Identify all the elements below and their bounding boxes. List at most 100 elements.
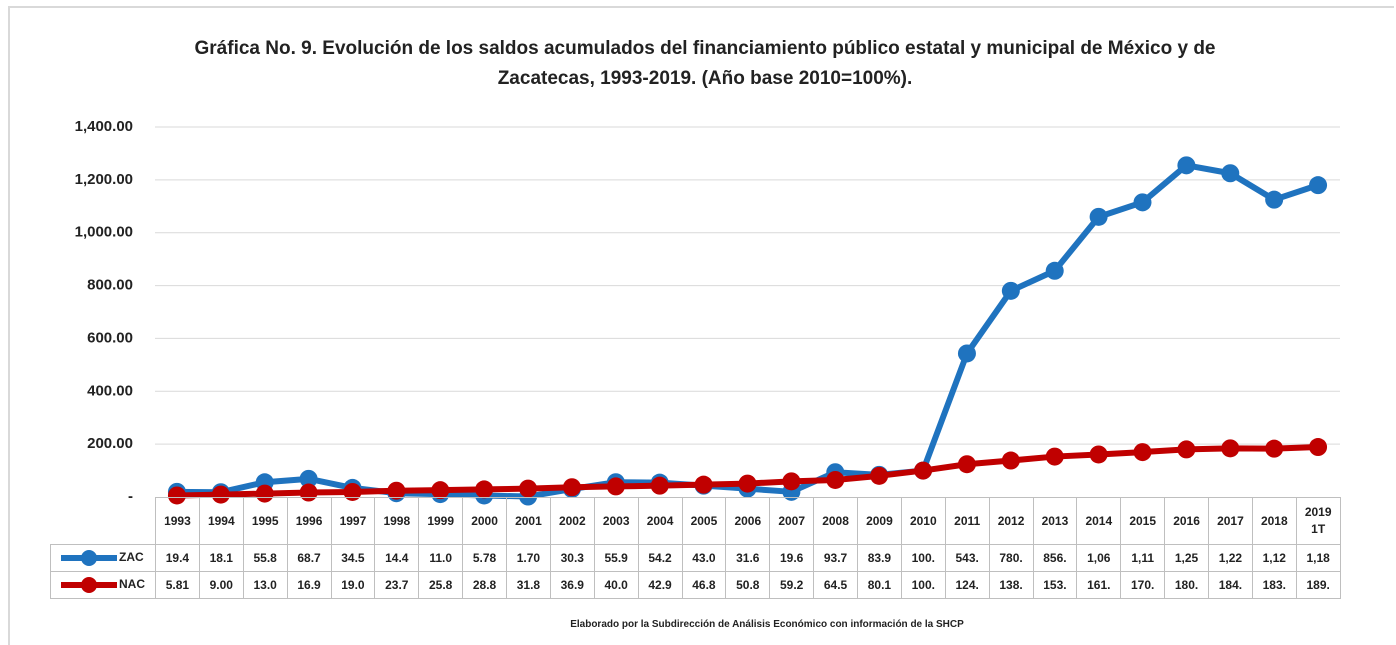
y-tick-label: 1,200.00 (75, 171, 133, 188)
point (431, 481, 450, 500)
category-label: 1999 (418, 497, 464, 545)
data-table: 1993 1994 1995 1996 1997 1998 1999 2000 2001 2002… (50, 497, 1341, 599)
value-cell: 28.8 (462, 571, 507, 599)
value-cell: 543. (944, 544, 990, 572)
category-label: 2010 (900, 497, 946, 545)
value-cell: 5.78 (462, 544, 507, 572)
legend-cell: ZAC (50, 544, 156, 572)
value-cell: 100. (900, 544, 946, 572)
legend-label: NAC (119, 577, 145, 592)
point (650, 476, 669, 495)
y-tick-label: - (128, 488, 133, 505)
y-tick-label: 1,000.00 (75, 224, 133, 241)
value-cell: 170. (1120, 571, 1166, 599)
header-row: 1993 1994 1995 1996 1997 1998 1999 2000 2001 2002… (50, 497, 1341, 545)
point (1309, 438, 1328, 457)
value-cell: 83.9 (857, 544, 902, 572)
point (782, 472, 801, 491)
point (1177, 156, 1196, 175)
value-cell: 184. (1208, 571, 1253, 599)
category-label: 1994 (198, 497, 244, 545)
frame (8, 6, 1394, 645)
value-cell: 80.1 (857, 571, 902, 599)
point (387, 481, 406, 500)
point (1133, 443, 1152, 462)
value-cell: 153. (1032, 571, 1078, 599)
category-label: 2001 (506, 497, 551, 545)
value-cell: 856. (1032, 544, 1078, 572)
category-label: 2002 (549, 497, 595, 545)
point (1001, 451, 1020, 470)
category-label: 2005 (681, 497, 727, 545)
value-cell: 1,25 (1164, 544, 1209, 572)
point (299, 469, 318, 488)
value-cell: 64.5 (813, 571, 858, 599)
value-cell: 180. (1164, 571, 1209, 599)
value-cell: 31.6 (725, 544, 771, 572)
value-cell: 43.0 (681, 544, 727, 572)
category-label: 2004 (637, 497, 683, 545)
category-label: 2016 (1164, 497, 1209, 545)
y-tick-label: 400.00 (87, 382, 133, 399)
value-cell: 189. (1295, 571, 1341, 599)
point (870, 466, 889, 485)
category-label: 1996 (286, 497, 332, 545)
category-label: 2007 (769, 497, 815, 545)
value-cell: 5.81 (155, 571, 200, 599)
point (1309, 176, 1328, 195)
value-cell: 780. (988, 544, 1034, 572)
point (738, 474, 757, 493)
value-cell: 55.9 (593, 544, 639, 572)
point (826, 470, 845, 489)
value-cell: 54.2 (637, 544, 683, 572)
category-label: 2017 (1208, 497, 1253, 545)
y-tick-label: 600.00 (87, 329, 133, 346)
category-label: 2008 (813, 497, 858, 545)
series-row: NAC 5.81 9.00 13.0 16.9 19.0 23.7 25.8 28.8 31.8 3… (50, 571, 1341, 599)
category-label: 2003 (593, 497, 639, 545)
value-cell: 59.2 (769, 571, 815, 599)
value-cell: 50.8 (725, 571, 771, 599)
category-label: 2015 (1120, 497, 1166, 545)
point (1089, 445, 1108, 464)
point (343, 482, 362, 501)
category-label: 2000 (462, 497, 507, 545)
source-note: Elaborado por la Subdirección de Análisi… (570, 619, 964, 630)
point (1221, 439, 1240, 458)
value-cell: 13.0 (242, 571, 288, 599)
value-cell: 100. (900, 571, 946, 599)
category-label: 2011 (944, 497, 990, 545)
value-cell: 14.4 (374, 544, 420, 572)
value-cell: 11.0 (418, 544, 464, 572)
value-cell: 1,22 (1208, 544, 1253, 572)
category-label: 2009 (857, 497, 902, 545)
legend-swatch (61, 577, 117, 593)
value-cell: 40.0 (593, 571, 639, 599)
point (562, 478, 581, 497)
corner-cell (50, 497, 156, 545)
point (1001, 281, 1020, 300)
series-row: ZAC 19.4 18.1 55.8 68.7 34.5 14.4 11.0 5.78 1.70 3… (50, 544, 1341, 572)
value-cell: 18.1 (198, 544, 244, 572)
value-cell: 31.8 (506, 571, 551, 599)
value-cell: 124. (944, 571, 990, 599)
point (1221, 164, 1240, 183)
value-cell: 19.6 (769, 544, 815, 572)
value-cell: 19.0 (330, 571, 376, 599)
category-label: 2018 (1251, 497, 1297, 545)
point (1133, 193, 1152, 212)
value-cell: 93.7 (813, 544, 858, 572)
y-tick-label: 800.00 (87, 277, 133, 294)
category-label: 1997 (330, 497, 376, 545)
category-label: 1995 (242, 497, 288, 545)
value-cell: 1,12 (1251, 544, 1297, 572)
value-cell: 34.5 (330, 544, 376, 572)
value-cell: 1,06 (1076, 544, 1122, 572)
value-cell: 55.8 (242, 544, 288, 572)
legend-label: ZAC (119, 550, 144, 565)
point (606, 477, 625, 496)
category-label: 2006 (725, 497, 771, 545)
category-label: 2012 (988, 497, 1034, 545)
point (957, 455, 976, 474)
